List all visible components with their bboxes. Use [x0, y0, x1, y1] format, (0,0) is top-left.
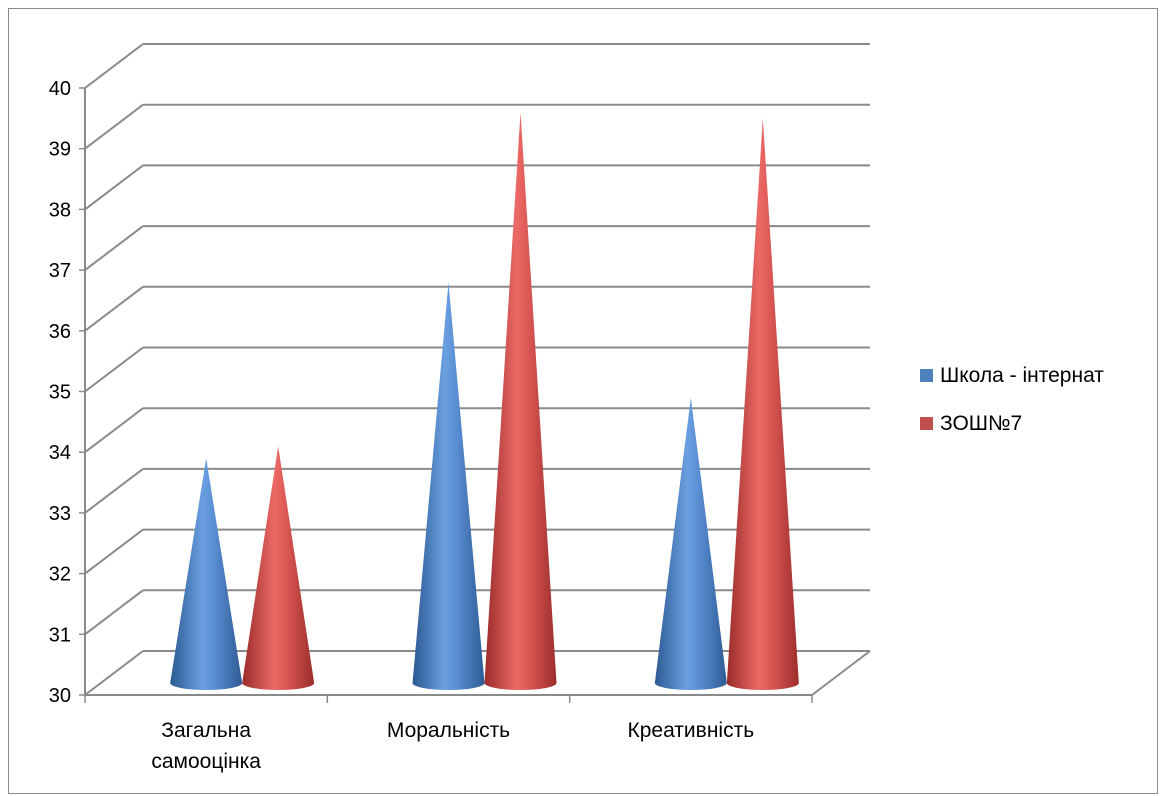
- y-tick-label: 37: [49, 260, 71, 282]
- gridline-side: [84, 286, 144, 332]
- legend-label: Школа - інтернат: [940, 364, 1104, 387]
- legend-swatch: [920, 369, 933, 382]
- gridline-side: [84, 103, 144, 150]
- y-tick-label: 39: [49, 139, 71, 161]
- gridline-side: [84, 407, 144, 453]
- y-tick-label: 30: [49, 685, 71, 707]
- cone-mark: [654, 397, 727, 691]
- cone-mark: [412, 282, 485, 691]
- y-tick-label: 36: [49, 321, 71, 343]
- cone-mark: [484, 112, 557, 691]
- cone-body: [726, 118, 799, 691]
- x-tick-label: Загальна самооцінка: [151, 719, 261, 773]
- gridline-side: [84, 346, 144, 393]
- floor-edge-right: [811, 650, 871, 696]
- cone-mark: [242, 446, 315, 690]
- gridline-side: [84, 43, 144, 89]
- gridline-side: [84, 225, 144, 271]
- cone-body: [242, 446, 315, 690]
- y-tick-label: 33: [49, 503, 71, 525]
- cone-body: [412, 282, 485, 691]
- y-tick-label: 40: [49, 78, 71, 100]
- legend-swatch: [920, 417, 933, 430]
- cone-body: [484, 112, 557, 691]
- y-tick-label: 32: [49, 564, 71, 586]
- legend-label: ЗОШ№7: [940, 412, 1022, 435]
- x-tick-label: Моральність: [387, 719, 510, 742]
- gridline-side: [84, 528, 144, 575]
- gridline-side: [84, 589, 144, 636]
- cone-mark: [726, 118, 799, 691]
- labels-layer: 30 31 32 33 34 35 36 37 38 39 40 Загальна самооцінка…: [49, 78, 754, 773]
- cone-body: [654, 397, 727, 691]
- x-tick-label: Креативність: [628, 719, 755, 742]
- cone-mark: [170, 458, 243, 691]
- y-tick-label: 38: [49, 199, 71, 221]
- y-tick-label: 31: [49, 624, 71, 646]
- y-tick-label: 34: [49, 442, 71, 464]
- floor-edge-left: [84, 650, 144, 696]
- cone-body: [170, 458, 243, 691]
- gridline-side: [84, 468, 144, 514]
- legend: Школа - інтернат ЗОШ№7: [920, 364, 1104, 435]
- cones-layer: [170, 112, 799, 691]
- y-tick-label: 35: [49, 382, 71, 404]
- gridline-side: [84, 164, 144, 211]
